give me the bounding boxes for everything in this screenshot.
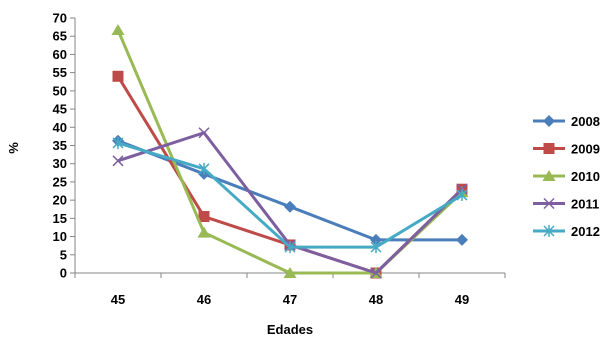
data-point: [198, 211, 210, 223]
y-tick-label: 35: [53, 138, 67, 153]
y-tick-label: 65: [53, 29, 67, 44]
x-tick-label: 47: [283, 292, 297, 307]
y-tick-label: 30: [53, 156, 67, 171]
x-axis-ticks: 45 46 47 48 49: [74, 273, 506, 307]
legend-marker: [543, 225, 555, 237]
y-axis-title: %: [6, 142, 21, 154]
data-point: [370, 267, 382, 279]
data-point: [112, 155, 124, 167]
y-tick-label: 60: [53, 47, 67, 62]
y-tick-label: 50: [53, 83, 67, 98]
y-tick-label: 20: [53, 193, 67, 208]
data-point: [112, 70, 124, 82]
data-point: [370, 241, 382, 254]
data-point: [198, 127, 210, 139]
legend-item-2008: 2008: [533, 114, 600, 129]
y-tick-label: 15: [53, 211, 67, 226]
legend-label: 2011: [571, 197, 599, 212]
data-point: [370, 233, 382, 246]
y-tick-label: 70: [53, 11, 67, 26]
legend-marker: [542, 170, 556, 181]
data-point: [284, 241, 296, 254]
legend-label: 2009: [571, 142, 600, 157]
data-point: [197, 226, 211, 238]
x-tick-label: 45: [111, 292, 125, 307]
legend-item-2012: 2012: [533, 224, 600, 239]
data-point: [112, 136, 124, 149]
y-tick-label: 25: [53, 174, 67, 189]
chart-series: [111, 24, 469, 279]
legend-item-2011: 2011: [533, 197, 599, 212]
y-tick-label: 40: [53, 120, 67, 135]
y-tick-label: 0: [60, 266, 67, 281]
legend-marker: [543, 143, 555, 154]
series-line: [117, 141, 463, 249]
legend-item-2009: 2009: [533, 142, 600, 157]
series-2012: [112, 136, 468, 254]
chart-axes: [74, 18, 505, 274]
legend-item-2010: 2010: [533, 169, 600, 184]
x-tick-label: 48: [369, 292, 383, 307]
data-point: [283, 267, 297, 278]
chart-legend: 2008 2009 2010 2011 2012: [533, 114, 600, 239]
legend-marker: [543, 115, 555, 127]
data-point: [456, 233, 468, 246]
legend-label: 2012: [571, 224, 600, 239]
x-axis-title: Edades: [267, 322, 313, 337]
y-tick-label: 55: [53, 65, 67, 80]
series-line: [116, 29, 464, 275]
legend-label: 2008: [571, 114, 600, 129]
data-point: [111, 24, 125, 36]
y-axis-ticks: 0 5 10 15 20 25 30 35 40 45 50 55 60 65 70: [53, 11, 75, 281]
y-tick-label: 10: [53, 229, 67, 244]
y-tick-label: 5: [60, 247, 67, 262]
data-point: [284, 200, 296, 213]
legend-marker: [543, 197, 555, 210]
data-point: [456, 189, 468, 202]
legend-label: 2010: [571, 169, 600, 184]
y-tick-label: 45: [53, 102, 67, 117]
x-tick-label: 49: [455, 292, 469, 307]
x-tick-label: 46: [197, 292, 211, 307]
data-point: [198, 162, 210, 175]
